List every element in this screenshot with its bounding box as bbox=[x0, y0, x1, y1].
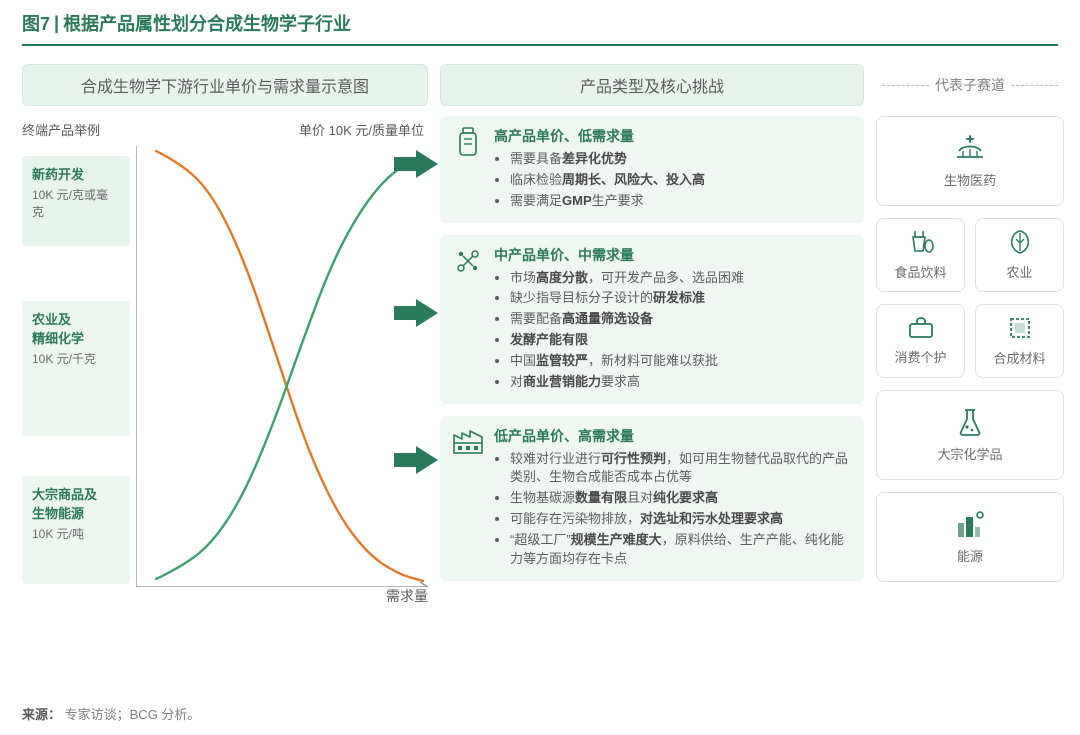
source-label: 来源： bbox=[22, 707, 61, 722]
flask-icon bbox=[956, 407, 984, 440]
mid-blocks: 高产品单价、低需求量 需要具备差异化优势临床检验周期长、风险大、投入高需要满足G… bbox=[440, 116, 864, 581]
chart-area: 单价 10K 元/质量单位 需求量 bbox=[136, 146, 428, 584]
challenge-item: 需要满足GMP生产要求 bbox=[510, 192, 850, 211]
track-card: 大宗化学品 bbox=[876, 390, 1064, 480]
block-heading: 高产品单价、低需求量 bbox=[494, 126, 850, 146]
title-sep: | bbox=[54, 13, 59, 34]
left-column: 合成生物学下游行业单价与需求量示意图 终端产品举例 新药开发 10K 元/克或毫… bbox=[22, 64, 428, 606]
challenge-block: 高产品单价、低需求量 需要具备差异化优势临床检验周期长、风险大、投入高需要满足G… bbox=[440, 116, 864, 223]
y-box-title: 大宗商品及生物能源 bbox=[32, 486, 120, 524]
factory-icon bbox=[452, 426, 484, 458]
y-label-column: 终端产品举例 新药开发 10K 元/克或毫克农业及精细化学 10K 元/千克大宗… bbox=[22, 146, 130, 584]
challenge-item: 可能存在污染物排放，对选址和污水处理要求高 bbox=[510, 510, 850, 529]
track-card: 农业 bbox=[975, 218, 1064, 292]
y-box-title: 农业及精细化学 bbox=[32, 311, 120, 349]
challenge-item: 需要配备高通量筛选设备 bbox=[510, 310, 850, 329]
med-icon bbox=[953, 133, 987, 166]
right-column: 代表子赛道 生物医药 食品饮料 农业 消费个护 合成材料 大宗化学品 能源 bbox=[876, 64, 1064, 582]
track-card: 能源 bbox=[876, 492, 1064, 582]
track-label: 农业 bbox=[1006, 262, 1032, 281]
track-label: 能源 bbox=[957, 546, 983, 565]
track-card: 合成材料 bbox=[975, 304, 1064, 378]
track-label: 生物医药 bbox=[944, 170, 996, 189]
y-box-title: 新药开发 bbox=[32, 166, 120, 185]
molecule-icon bbox=[452, 245, 484, 277]
y-box: 农业及精细化学 10K 元/千克 bbox=[22, 301, 130, 436]
block-list: 需要具备差异化优势临床检验周期长、风险大、投入高需要满足GMP生产要求 bbox=[494, 150, 850, 211]
challenge-item: 需要具备差异化优势 bbox=[510, 150, 850, 169]
y-header: 终端产品举例 bbox=[22, 120, 100, 139]
track-label: 大宗化学品 bbox=[937, 444, 1002, 463]
track-row: 消费个护 合成材料 bbox=[876, 304, 1064, 378]
track-label: 合成材料 bbox=[993, 348, 1045, 367]
track-card: 食品饮料 bbox=[876, 218, 965, 292]
figure-number: 图7 bbox=[22, 10, 50, 36]
right-heading-text: 代表子赛道 bbox=[935, 75, 1005, 95]
leaf-icon bbox=[1006, 229, 1034, 258]
left-heading: 合成生物学下游行业单价与需求量示意图 bbox=[22, 64, 428, 106]
arrow-icon bbox=[394, 299, 438, 327]
challenge-item: 临床检验周期长、风险大、投入高 bbox=[510, 171, 850, 190]
price-axis-label: 单价 10K 元/质量单位 bbox=[299, 120, 424, 139]
dash-left bbox=[882, 85, 929, 86]
block-heading: 低产品单价、高需求量 bbox=[494, 426, 850, 446]
bottle-icon bbox=[452, 126, 484, 158]
source-text: 专家访谈；BCG 分析。 bbox=[65, 707, 201, 722]
mid-heading: 产品类型及核心挑战 bbox=[440, 64, 864, 106]
track-grid: 生物医药 食品饮料 农业 消费个护 合成材料 大宗化学品 能源 bbox=[876, 116, 1064, 582]
y-box-sub: 10K 元/千克 bbox=[32, 351, 120, 368]
curves-svg bbox=[136, 146, 428, 587]
figure-title: 图7 | 根据产品属性划分合成生物学子行业 bbox=[0, 0, 1080, 44]
challenge-block: 低产品单价、高需求量 较难对行业进行可行性预判，如可用生物替代品取代的产品类别、… bbox=[440, 416, 864, 581]
middle-column: 产品类型及核心挑战 高产品单价、低需求量 需要具备差异化优势临床检验周期长、风险… bbox=[440, 64, 864, 581]
challenge-item: 市场高度分散，可开发产品多、选品困难 bbox=[510, 269, 850, 288]
arrow-icon bbox=[394, 446, 438, 474]
track-card: 生物医药 bbox=[876, 116, 1064, 206]
block-list: 市场高度分散，可开发产品多、选品困难缺少指导目标分子设计的研发标准需要配备高通量… bbox=[494, 269, 850, 392]
challenge-block: 中产品单价、中需求量 市场高度分散，可开发产品多、选品困难缺少指导目标分子设计的… bbox=[440, 235, 864, 404]
right-heading: 代表子赛道 bbox=[876, 64, 1064, 106]
source-line: 来源： 专家访谈；BCG 分析。 bbox=[22, 704, 200, 723]
block-list: 较难对行业进行可行性预判，如可用生物替代品取代的产品类别、生物合成能否成本占优等… bbox=[494, 450, 850, 569]
challenge-item: 缺少指导目标分子设计的研发标准 bbox=[510, 289, 850, 308]
block-heading: 中产品单价、中需求量 bbox=[494, 245, 850, 265]
challenge-item: 发酵产能有限 bbox=[510, 331, 850, 350]
challenge-item: 对商业营销能力要求高 bbox=[510, 373, 850, 392]
title-text: 根据产品属性划分合成生物学子行业 bbox=[63, 10, 351, 36]
challenge-item: 生物基碳源数量有限且对纯化要求高 bbox=[510, 489, 850, 508]
food-icon bbox=[907, 229, 935, 258]
title-rule bbox=[22, 44, 1058, 46]
y-box-sub: 10K 元/克或毫克 bbox=[32, 187, 120, 222]
challenge-item: “超级工厂”规模生产难度大，原料供给、生产产能、纯化能力等方面均存在卡点 bbox=[510, 531, 850, 569]
track-label: 消费个护 bbox=[894, 347, 946, 366]
bag-icon bbox=[907, 316, 935, 343]
dash-right bbox=[1011, 85, 1058, 86]
track-label: 食品饮料 bbox=[894, 262, 946, 281]
x-axis-label: 需求量 bbox=[386, 586, 428, 606]
challenge-item: 中国监管较严，新材料可能难以获批 bbox=[510, 352, 850, 371]
y-box: 新药开发 10K 元/克或毫克 bbox=[22, 156, 130, 246]
chart: 终端产品举例 新药开发 10K 元/克或毫克农业及精细化学 10K 元/千克大宗… bbox=[22, 116, 428, 606]
y-box: 大宗商品及生物能源 10K 元/吨 bbox=[22, 476, 130, 584]
arrow-icon bbox=[394, 150, 438, 178]
challenge-item: 较难对行业进行可行性预判，如可用生物替代品取代的产品类别、生物合成能否成本占优等 bbox=[510, 450, 850, 488]
y-box-sub: 10K 元/吨 bbox=[32, 526, 120, 543]
energy-icon bbox=[954, 509, 986, 542]
material-icon bbox=[1007, 315, 1033, 344]
track-card: 消费个护 bbox=[876, 304, 965, 378]
track-row: 食品饮料 农业 bbox=[876, 218, 1064, 292]
